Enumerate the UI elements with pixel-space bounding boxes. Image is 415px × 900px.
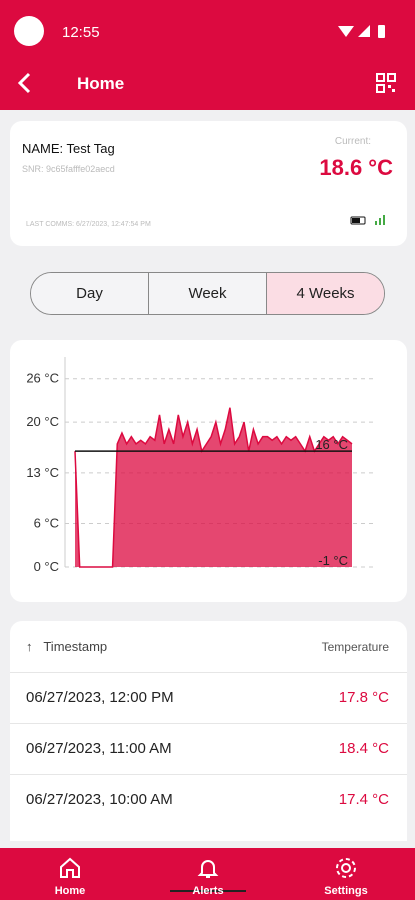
- threshold-label: 16 °C: [315, 437, 348, 452]
- temperature-cell: 17.4 °C: [338, 791, 389, 808]
- nav-label[interactable]: Settings: [324, 885, 368, 897]
- range-tab[interactable]: 4 Weeks: [266, 273, 384, 314]
- y-tick-label: 6 °C: [34, 516, 59, 531]
- timestamp-header[interactable]: ↑ Timestamp: [26, 639, 108, 654]
- tag-name: NAME: Test Tag: [22, 141, 115, 156]
- threshold-label: -1 °C: [318, 553, 348, 568]
- nav-label[interactable]: Home: [54, 885, 86, 897]
- line: [74, 407, 353, 568]
- chart: 0 °C 6 °C 13 °C 20 °C 26 °C 16 °C -1 °C: [26, 357, 375, 574]
- tag-card: NAME: Test Tag SNR: 9c65fafffe02aecd Cur…: [10, 121, 407, 246]
- y-tick-label: 0 °C: [34, 559, 59, 574]
- alerts-icon[interactable]: [196, 856, 220, 880]
- current-value: 18.6 °C: [319, 155, 393, 180]
- y-tick-label: 20 °C: [26, 414, 59, 429]
- chart-card: 0 °C 6 °C 13 °C 20 °C 26 °C 16 °C -1 °C: [10, 340, 407, 602]
- battery-signal: [350, 215, 385, 225]
- last-comms: LAST COMMS: 6/27/2023, 12:47:54 PM: [26, 221, 151, 228]
- temperature-header: Temperature: [321, 640, 389, 654]
- range-tab[interactable]: Day: [31, 273, 148, 314]
- area: [75, 407, 352, 567]
- header-text: Timestamp: [43, 639, 108, 654]
- temperature-cell: 17.8 °C: [338, 689, 389, 706]
- nav-label[interactable]: Alerts: [192, 885, 224, 897]
- settings-icon[interactable]: [334, 856, 358, 880]
- back-button[interactable]: [16, 72, 36, 94]
- timestamp-cell: 06/27/2023, 11:00 AM: [26, 740, 172, 757]
- clock: 12:55: [62, 24, 100, 41]
- range-tabs: Day Week 4 Weeks: [30, 272, 385, 315]
- tag-snr: SNR: 9c65fafffe02aecd: [22, 164, 115, 174]
- status-icons: [338, 25, 385, 38]
- y-tick-label: 13 °C: [26, 465, 59, 480]
- range-tab[interactable]: Week: [148, 273, 266, 314]
- y-tick-label: 26 °C: [26, 371, 59, 386]
- timestamp-cell: 06/27/2023, 12:00 PM: [26, 689, 174, 706]
- app-header: 12:55 Home: [0, 0, 415, 110]
- table-row: 06/27/2023, 10:00 AM 17.4 °C: [10, 774, 407, 824]
- nav-indicator: [170, 890, 246, 892]
- timestamp-cell: 06/27/2023, 10:00 AM: [26, 791, 173, 808]
- table-row: 06/27/2023, 12:00 PM 17.8 °C: [10, 672, 407, 722]
- table-card: [10, 621, 407, 841]
- table-row: 06/27/2023, 11:00 AM 18.4 °C: [10, 723, 407, 773]
- temperature-cell: 18.4 °C: [338, 740, 389, 757]
- bottom-nav: Home Alerts Settings: [0, 848, 415, 900]
- page-title: Home: [77, 74, 125, 93]
- avatar: [14, 16, 44, 46]
- home-icon[interactable]: [58, 856, 82, 880]
- current-label: Current:: [334, 136, 371, 147]
- qr-button[interactable]: [376, 73, 396, 93]
